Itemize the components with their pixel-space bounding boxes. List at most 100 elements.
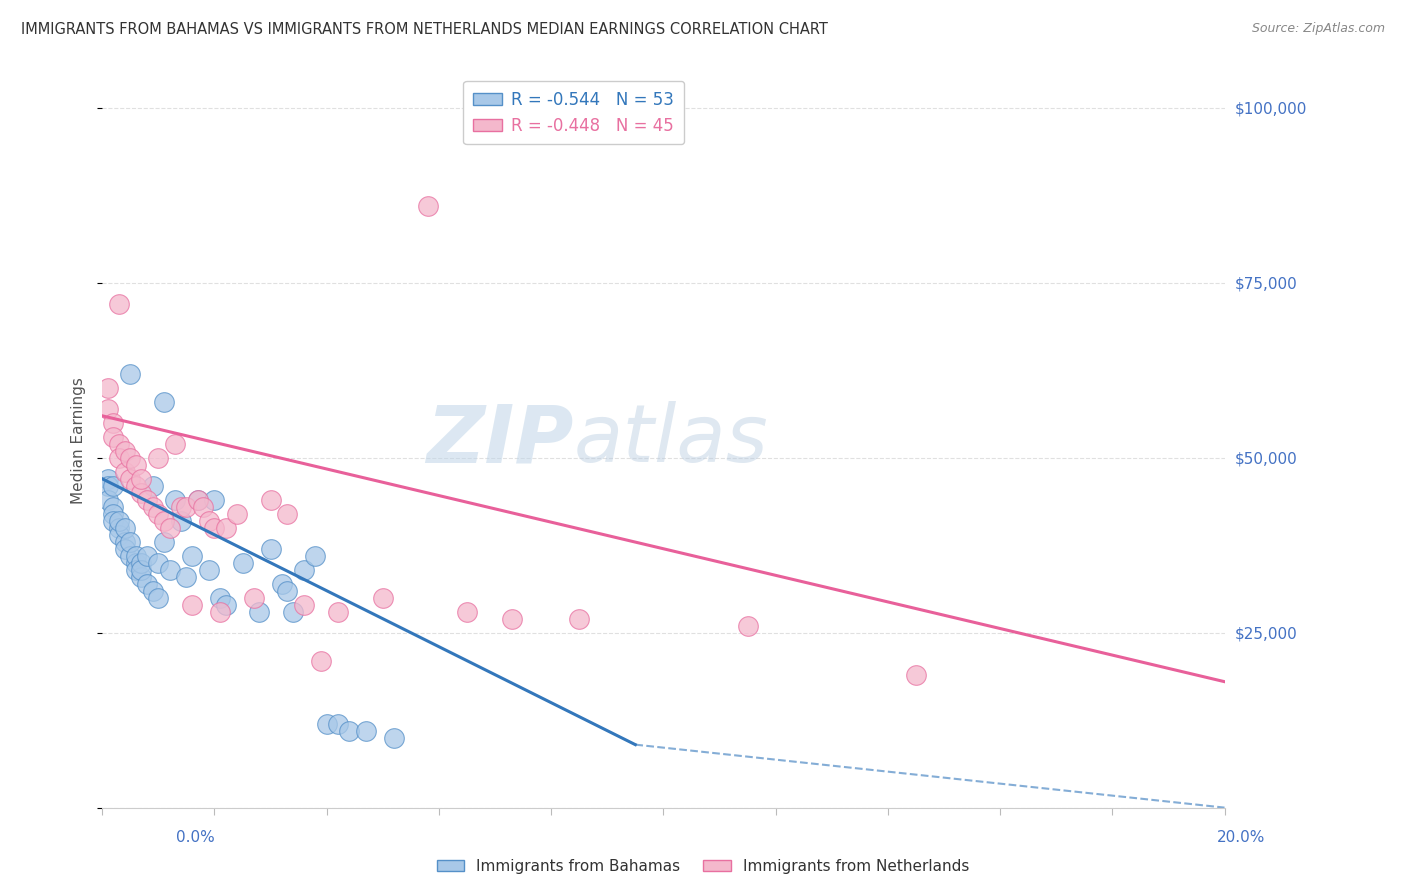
Point [108, 450, 131, 465]
Point [259, 492, 281, 507]
Point [176, 570, 198, 584]
Point [131, 485, 153, 500]
Point [198, 563, 221, 577]
Legend: Immigrants from Bahamas, Immigrants from Netherlands: Immigrants from Bahamas, Immigrants from… [430, 853, 976, 880]
Text: Source: ZipAtlas.com: Source: ZipAtlas.com [1251, 22, 1385, 36]
Point [382, 731, 405, 745]
Point [165, 492, 187, 507]
Point [337, 723, 360, 738]
Point [326, 605, 349, 619]
Point [259, 541, 281, 556]
Point [165, 437, 187, 451]
Point [315, 716, 337, 731]
Point [209, 591, 232, 605]
Point [120, 450, 142, 465]
Point [181, 549, 204, 563]
Point [125, 556, 148, 570]
Point [103, 514, 125, 528]
Point [148, 591, 170, 605]
Point [120, 472, 142, 486]
Point [97, 492, 120, 507]
Point [125, 458, 148, 472]
Point [108, 297, 131, 311]
Point [204, 521, 226, 535]
Point [125, 549, 148, 563]
Point [281, 605, 304, 619]
Point [108, 437, 131, 451]
Point [204, 492, 226, 507]
Point [309, 654, 332, 668]
Point [114, 541, 136, 556]
Point [103, 430, 125, 444]
Point [103, 479, 125, 493]
Point [242, 591, 264, 605]
Point [304, 549, 326, 563]
Point [131, 556, 153, 570]
Point [416, 199, 439, 213]
Point [326, 716, 349, 731]
Point [153, 534, 176, 549]
Legend: R = -0.544   N = 53, R = -0.448   N = 45: R = -0.544 N = 53, R = -0.448 N = 45 [464, 81, 683, 145]
Point [131, 570, 153, 584]
Point [247, 605, 270, 619]
Point [114, 465, 136, 479]
Point [103, 416, 125, 430]
Point [97, 472, 120, 486]
Point [148, 450, 170, 465]
Point [108, 514, 131, 528]
Point [108, 521, 131, 535]
Point [97, 479, 120, 493]
Text: IMMIGRANTS FROM BAHAMAS VS IMMIGRANTS FROM NETHERLANDS MEDIAN EARNINGS CORRELATI: IMMIGRANTS FROM BAHAMAS VS IMMIGRANTS FR… [21, 22, 828, 37]
Point [136, 492, 159, 507]
Point [209, 605, 232, 619]
Point [120, 549, 142, 563]
Point [131, 563, 153, 577]
Point [108, 527, 131, 541]
Point [114, 534, 136, 549]
Point [456, 605, 478, 619]
Text: ZIP: ZIP [426, 401, 574, 479]
Point [153, 394, 176, 409]
Point [120, 534, 142, 549]
Point [136, 576, 159, 591]
Point [215, 598, 238, 612]
Point [225, 507, 247, 521]
Point [371, 591, 394, 605]
Point [292, 563, 315, 577]
Point [131, 472, 153, 486]
Point [181, 598, 204, 612]
Point [501, 612, 523, 626]
Point [292, 598, 315, 612]
Point [904, 667, 927, 681]
Point [170, 500, 193, 514]
Point [120, 367, 142, 381]
Point [114, 521, 136, 535]
Point [187, 492, 209, 507]
Point [142, 583, 165, 598]
Point [231, 556, 253, 570]
Point [125, 479, 148, 493]
Point [170, 514, 193, 528]
Text: 0.0%: 0.0% [176, 830, 215, 845]
Point [568, 612, 591, 626]
Point [148, 556, 170, 570]
Point [153, 514, 176, 528]
Point [148, 507, 170, 521]
Point [114, 443, 136, 458]
Point [276, 583, 298, 598]
Point [125, 563, 148, 577]
Point [187, 492, 209, 507]
Point [215, 521, 238, 535]
Point [270, 576, 292, 591]
Text: 20.0%: 20.0% [1218, 830, 1265, 845]
Point [103, 507, 125, 521]
Point [136, 549, 159, 563]
Point [176, 500, 198, 514]
Text: atlas: atlas [574, 401, 768, 479]
Point [142, 500, 165, 514]
Point [737, 618, 759, 632]
Point [97, 381, 120, 395]
Point [159, 563, 181, 577]
Y-axis label: Median Earnings: Median Earnings [72, 376, 86, 504]
Point [142, 479, 165, 493]
